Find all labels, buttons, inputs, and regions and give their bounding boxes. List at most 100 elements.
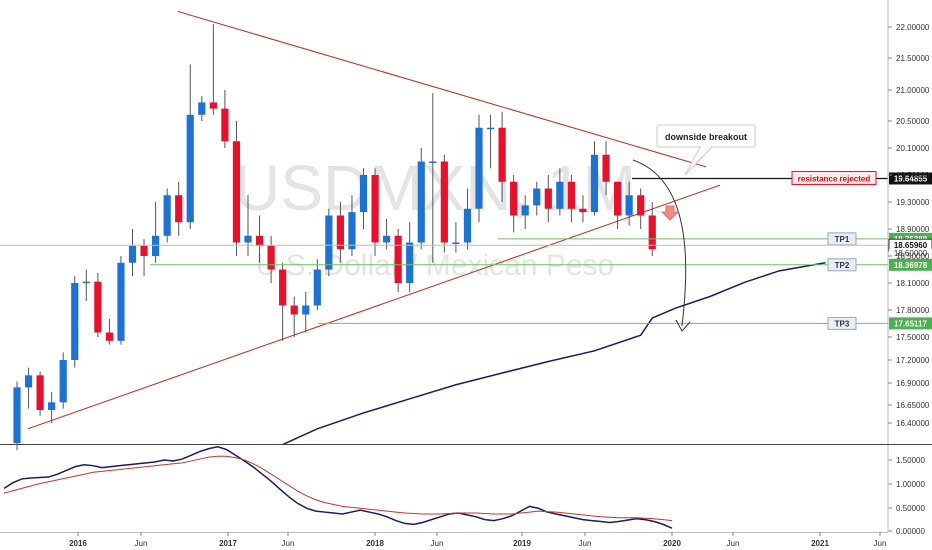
x-tick-label: Jun [579, 539, 592, 548]
candle-up [186, 114, 194, 223]
tp-label: TP3 [835, 319, 850, 328]
osc-y-tick-label: 0.00000 [896, 527, 925, 536]
moving-average-line [282, 262, 826, 446]
candle-down [544, 188, 552, 209]
y-tick-label: 16.90000 [896, 379, 930, 388]
watermark-name: U.S. Dollar / Mexican Peso [256, 249, 614, 282]
x-tick-label: 2019 [513, 539, 531, 548]
candle-up [429, 161, 437, 163]
moving-average-series [282, 262, 826, 446]
y-tick-label: 22.00000 [896, 23, 930, 32]
candle-up [198, 102, 206, 115]
candle-up [406, 242, 414, 283]
candle-down [510, 181, 518, 216]
callout-pointer-mask [701, 145, 711, 148]
x-tick-label: 2017 [219, 539, 237, 548]
x-tick-label: Jun [727, 539, 740, 548]
y-tick-label: 19.30000 [896, 198, 930, 207]
lower-oscillator-panel: 1.50000 1.00000 0.50000 0.00000 [3, 445, 925, 536]
candle-up [590, 154, 599, 213]
candle-down [105, 332, 113, 341]
candle-up [59, 360, 67, 403]
price-levels: resistance rejected19.64855TP118.7538918… [0, 170, 932, 330]
candle-up [625, 195, 633, 216]
candle-up [117, 262, 125, 341]
tp-label-box [827, 316, 857, 330]
osc-signal-line [3, 455, 673, 522]
x-tick-label: Jun [135, 539, 148, 548]
y-tick-label: 18.50000 [896, 252, 930, 261]
y-tick-label: 20.50000 [896, 117, 930, 126]
x-tick-label: 2021 [811, 539, 829, 548]
candle-down [567, 181, 575, 209]
candle-up [325, 215, 333, 270]
price-tag-text: 17.65117 [894, 319, 927, 328]
candle-up [48, 402, 56, 411]
candle-up [152, 235, 160, 256]
candle-down [394, 235, 402, 283]
down-arrow-icon [660, 205, 680, 221]
triangle-trendlines [27, 10, 721, 430]
candle-up [163, 195, 171, 236]
x-tick-label: Jun [874, 539, 887, 548]
x-tick-label: Jun [282, 539, 295, 548]
candle-up [313, 269, 321, 306]
price-tag-box [889, 172, 932, 185]
candle-up [359, 175, 368, 213]
candle-up [475, 127, 483, 209]
candle-up [24, 375, 33, 388]
candle-up [244, 235, 252, 243]
candle-up [13, 387, 21, 444]
candle-down [614, 181, 622, 216]
osc-y-tick-label: 1.50000 [896, 456, 925, 465]
y-tick-label: 17.20000 [896, 356, 930, 365]
osc-main-line [3, 445, 673, 529]
x-tick-label: 2018 [366, 539, 384, 548]
annotations: downside breakout [632, 124, 756, 332]
y-tick-label: 21.50000 [896, 54, 930, 63]
candle-up [452, 242, 460, 244]
x-tick-label: Jun [431, 539, 444, 548]
candle-down [175, 195, 183, 223]
candle-down [498, 127, 506, 182]
candle-up [463, 208, 472, 243]
y-tick-label: 16.40000 [896, 419, 930, 428]
candle-up [71, 283, 79, 360]
candle-down [255, 235, 264, 246]
candle-down [290, 305, 298, 315]
candle-up [383, 235, 391, 243]
candle-up [556, 181, 564, 209]
candle-up [128, 245, 137, 263]
candle-down [209, 102, 217, 109]
upper-trendline [177, 10, 707, 168]
candle-up [486, 127, 495, 130]
candle-down [232, 141, 241, 243]
candle-up [521, 205, 529, 216]
candle-up [302, 305, 310, 315]
osc-y-tick-label: 0.50000 [896, 504, 925, 513]
projection-arrowhead [675, 319, 691, 332]
osc-y-tick-label: 1.00000 [896, 480, 925, 489]
y-tick-label: 18.10000 [896, 279, 930, 288]
candle-up [533, 188, 541, 206]
price-tag-text: 18.36978 [894, 261, 928, 270]
y-tick-label: 18.90000 [896, 225, 930, 234]
resistance-label: resistance rejected [798, 174, 871, 183]
y-tick-label: 21.00000 [896, 86, 930, 95]
candle-down [94, 281, 102, 333]
resistance-label-box [791, 170, 877, 185]
candle-up [417, 161, 425, 243]
projection-arrow [632, 159, 687, 327]
price-tag-text: 18.65960 [894, 241, 928, 250]
candle-down [579, 208, 587, 213]
tp-label: TP2 [835, 261, 850, 270]
candle-down [371, 175, 379, 243]
candle-down [267, 245, 275, 270]
x-tick-label: 2016 [69, 539, 87, 548]
candle-up [348, 212, 356, 250]
candle-down [279, 269, 287, 306]
x-tick-label: 2020 [663, 539, 681, 548]
candle-down [36, 375, 44, 411]
y-tick-label: 20.10000 [896, 144, 930, 153]
